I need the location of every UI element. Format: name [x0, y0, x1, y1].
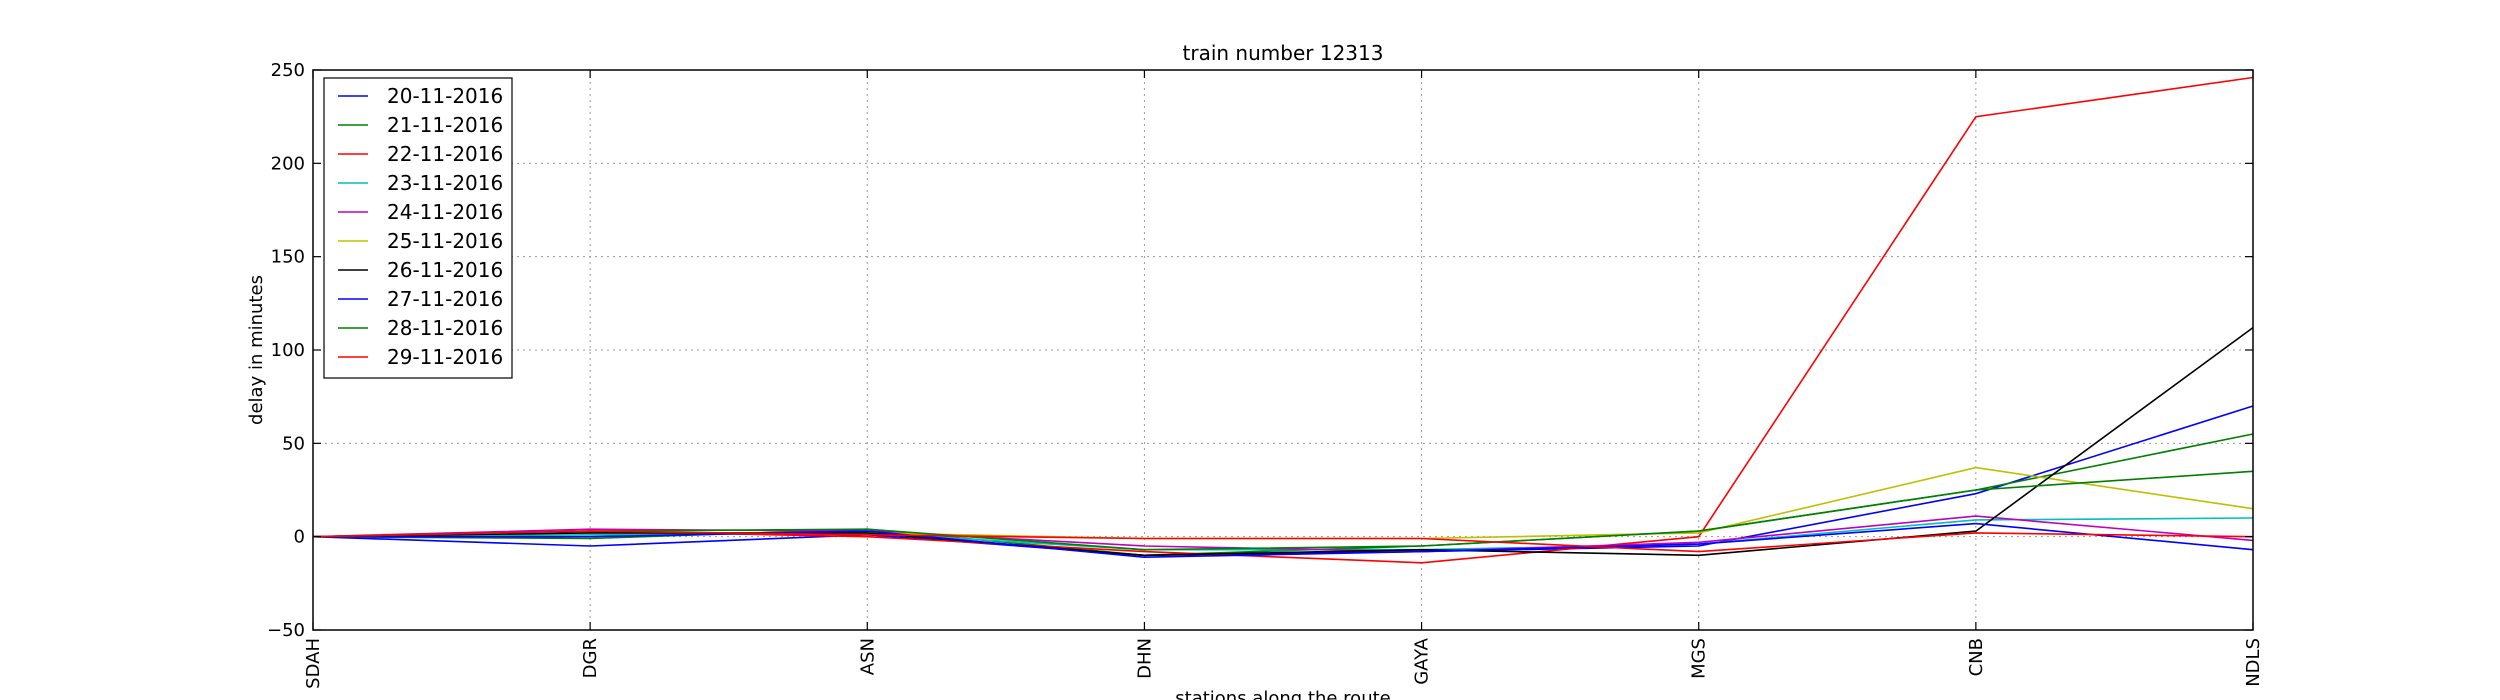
legend-entry-22-11-2016: 22-11-2016 [387, 142, 503, 166]
legend: 20-11-2016 21-11-2016 22-11-2016 23-11-2016… [323, 77, 513, 379]
series-line-23-11-2016 [312, 517, 2254, 551]
x-tick-label-cnb: CNB [1966, 638, 1987, 676]
legend-entry-26-11-2016: 26-11-2016 [387, 258, 503, 282]
series-line-22-11-2016 [312, 76, 2254, 564]
y-tick-label: 100 [271, 340, 305, 361]
x-axis-label: stations along the route [1175, 688, 1390, 700]
legend-entry-21-11-2016: 21-11-2016 [387, 113, 503, 137]
y-tick-label: 200 [271, 153, 305, 174]
y-tick-label: 150 [271, 247, 305, 268]
x-tick-label-ndls: NDLS [2243, 638, 2264, 687]
legend-entry-24-11-2016: 24-11-2016 [387, 200, 503, 224]
series-line-20-11-2016 [312, 405, 2254, 557]
series-line-25-11-2016 [312, 466, 2254, 540]
y-tick-label: 50 [282, 433, 305, 454]
series-lines [312, 76, 2254, 564]
series-line-24-11-2016 [312, 515, 2254, 553]
series-line-28-11-2016 [312, 470, 2254, 551]
x-tick-label-mgs: MGS [1689, 638, 1710, 679]
x-tick-label-dhn: DHN [1134, 638, 1155, 679]
x-tick-label-asn: ASN [857, 638, 878, 675]
legend-entry-20-11-2016: 20-11-2016 [387, 84, 503, 108]
y-tick-label: −50 [267, 620, 305, 641]
legend-entry-27-11-2016: 27-11-2016 [387, 287, 503, 311]
legend-entry-29-11-2016: 29-11-2016 [387, 345, 503, 369]
series-line-29-11-2016 [312, 530, 2254, 553]
chart-title: train number 12313 [1183, 41, 1384, 65]
legend-entry-25-11-2016: 25-11-2016 [387, 229, 503, 253]
y-tick-label: 0 [294, 527, 305, 548]
y-ticks: −50 0 50 100 150 200 250 [267, 60, 2253, 641]
series-line-26-11-2016 [312, 326, 2254, 557]
y-tick-label: 250 [271, 60, 305, 81]
x-tick-label-gaya: GAYA [1412, 637, 1433, 684]
legend-entry-23-11-2016: 23-11-2016 [387, 171, 503, 195]
x-ticks: SDAH DGR ASN DHN GAYA MGS CNB NDLS [303, 70, 2264, 689]
y-axis-label: delay in minutes [246, 275, 267, 425]
x-tick-label-sdah: SDAH [303, 638, 324, 689]
x-tick-label-dgr: DGR [580, 638, 601, 678]
series-line-27-11-2016 [313, 522, 2254, 559]
legend-entry-28-11-2016: 28-11-2016 [387, 316, 503, 340]
